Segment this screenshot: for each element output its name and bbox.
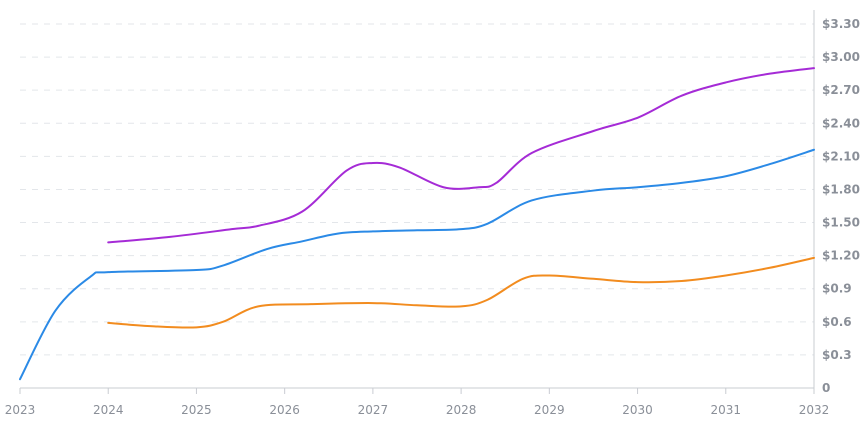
y-tick-label: $2.40 — [822, 116, 860, 130]
series-line-2 — [19, 148, 815, 381]
y-tick-label: $0.6 — [822, 315, 852, 329]
y-tick-label: $2.70 — [822, 83, 860, 97]
x-tick-label: 2023 — [5, 403, 36, 417]
series-line-3 — [107, 256, 815, 329]
x-tick-label: 2028 — [446, 403, 477, 417]
x-tick-label: 2029 — [534, 403, 565, 417]
x-tick-label: 2030 — [622, 403, 653, 417]
y-tick-label: 0 — [822, 381, 830, 395]
x-axis-tick-labels: 2023 2024 2025 2026 2027 2028 2029 2030 2031 2032 — [5, 403, 830, 417]
series-group — [19, 67, 815, 381]
y-tick-label: $2.10 — [822, 149, 860, 163]
x-tick-label: 2027 — [358, 403, 389, 417]
x-tick-label: 2031 — [711, 403, 742, 417]
y-tick-label: $0.9 — [822, 282, 852, 296]
y-tick-label: $0.3 — [822, 348, 852, 362]
x-tick-label: 2032 — [799, 403, 830, 417]
x-tick-label: 2024 — [93, 403, 124, 417]
y-tick-label: $1.20 — [822, 249, 860, 263]
axes — [19, 10, 815, 394]
y-tick-label: $3.00 — [822, 50, 860, 64]
y-tick-label: $3.30 — [822, 17, 860, 31]
y-tick-label: $1.80 — [822, 182, 860, 196]
gridlines — [20, 23, 814, 356]
x-tick-label: 2026 — [269, 403, 300, 417]
y-tick-label: $1.50 — [822, 216, 860, 230]
y-axis-tick-labels: 0 $0.3 $0.6 $0.9 $1.20 $1.50 $1.80 $2.10 $2.40 $2… — [822, 17, 860, 395]
series-line-1 — [107, 67, 815, 244]
x-tick-label: 2025 — [181, 403, 212, 417]
